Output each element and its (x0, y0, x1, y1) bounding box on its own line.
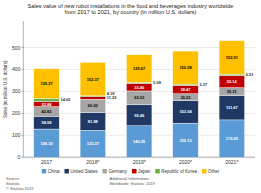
y-tick-label: 100 (12, 132, 21, 138)
bar (80, 97, 105, 99)
title-line: Sales value of new robot installations i… (28, 3, 234, 9)
data-label: 122.37 (87, 141, 100, 146)
bar (219, 41, 244, 74)
x-tick-label: 2019* (133, 159, 146, 165)
data-label: 35.31 (227, 89, 238, 94)
data-label: 14.65 (60, 97, 71, 102)
data-label: 143.25 (133, 139, 146, 144)
legend-swatch (155, 169, 160, 174)
y-tick-label: 0 (18, 154, 21, 160)
legend-label: Republic of Korea (161, 169, 197, 174)
y-tick-label: 200 (12, 110, 21, 116)
data-label: 38.47 (180, 87, 191, 92)
y-tick-label: 400 (12, 66, 21, 72)
bars (34, 41, 245, 158)
bar (80, 62, 105, 95)
bar (219, 74, 244, 75)
annotation: Source:Statista© Statista 2019 (6, 176, 34, 191)
y-axis-label: Sales (in million U.S. dollars) (3, 60, 8, 118)
annotation-line: © Statista 2019 (6, 186, 34, 191)
bar (80, 112, 105, 130)
bar (34, 102, 59, 107)
bar (126, 84, 151, 91)
bar (34, 116, 59, 129)
data-label: 155.13 (179, 138, 192, 143)
y-tick (21, 135, 23, 136)
y-tick (21, 69, 23, 70)
y-tick (21, 157, 23, 158)
x-tick-label: 2017 (41, 159, 52, 165)
data-label: 170.05 (226, 136, 239, 141)
bar (219, 95, 244, 119)
data-label: 55.14 (227, 79, 238, 84)
data-label: 33.46 (134, 85, 145, 90)
data-label: 125.67 (133, 66, 146, 71)
bar (80, 130, 105, 157)
data-label: 95.49 (134, 113, 145, 118)
title: Sales value of new robot installations i… (28, 3, 234, 16)
data-label: 111.67 (226, 105, 239, 110)
chart: Sales value of new robot installations i… (0, 0, 261, 193)
bar (34, 107, 59, 117)
bar (126, 105, 151, 126)
annotation-line: Worldwide; Statista; 2019 (110, 181, 156, 186)
y-tick (21, 113, 23, 114)
data-label: 22.88 (42, 102, 53, 107)
data-label: 81.88 (88, 119, 99, 124)
legend-label: Other (208, 169, 220, 174)
data-label: 128.32 (40, 141, 53, 146)
data-label: 135.27 (40, 81, 53, 86)
bar (219, 120, 244, 157)
bar (173, 51, 198, 84)
data-label: 60.03 (88, 103, 99, 108)
legend-swatch (202, 169, 207, 174)
x-tick-label: 2021* (225, 159, 238, 165)
y-axis-line (23, 21, 24, 157)
title-line: from 2017 to 2021, by country (in millio… (65, 9, 197, 15)
data-label: 152.51 (226, 55, 239, 60)
data-label: 5.37 (199, 82, 208, 87)
bar (173, 94, 198, 101)
legend-label: Germany (108, 169, 127, 174)
x-tick-label: 2018* (86, 159, 99, 165)
data-label: 11.29 (107, 95, 118, 100)
bar (173, 123, 198, 157)
data-label: 103.94 (179, 109, 192, 114)
legend-label: Japan (138, 169, 151, 174)
legend-swatch (42, 169, 47, 174)
data-label: 63.23 (134, 95, 145, 100)
legend-label: China (48, 169, 60, 174)
bar (219, 88, 244, 96)
data-label: 150.58 (179, 65, 192, 70)
bar (34, 129, 59, 157)
data-label: 30.23 (180, 95, 191, 100)
y-tick-label: 500 (12, 45, 21, 51)
y-tick (21, 91, 23, 92)
bar (126, 55, 151, 83)
bar (173, 100, 198, 123)
y-tick-label: 300 (12, 88, 21, 94)
legend-label: United States (70, 169, 98, 174)
bar (173, 85, 198, 93)
data-label: 58.58 (42, 120, 53, 125)
data-label: 43.83 (42, 109, 53, 114)
data-label: 152.37 (87, 77, 100, 82)
axes: 0 100 200 300 400 500 2017 2018* 2019* 2020* 2021* (12, 21, 255, 165)
bar (219, 76, 244, 88)
legend-swatch (132, 169, 137, 174)
x-tick-label: 2020* (179, 159, 192, 165)
bar (34, 69, 59, 99)
legend-swatch (102, 169, 107, 174)
data-labels: 128.32 58.58 43.83 22.88 135.27 14.65 122.37 81… (40, 55, 254, 146)
data-label: 4.18 (107, 91, 116, 96)
bar (126, 91, 151, 105)
bar (80, 99, 105, 112)
bar (126, 126, 151, 157)
data-label: 5.68 (153, 80, 162, 85)
y-tick (21, 47, 23, 48)
legend: China United States Germany Japan Republic o… (42, 169, 220, 174)
data-label: 6.51 (246, 72, 255, 77)
legend-swatch (64, 169, 69, 174)
annotation: Additional Information:Worldwide; Statis… (110, 176, 156, 186)
